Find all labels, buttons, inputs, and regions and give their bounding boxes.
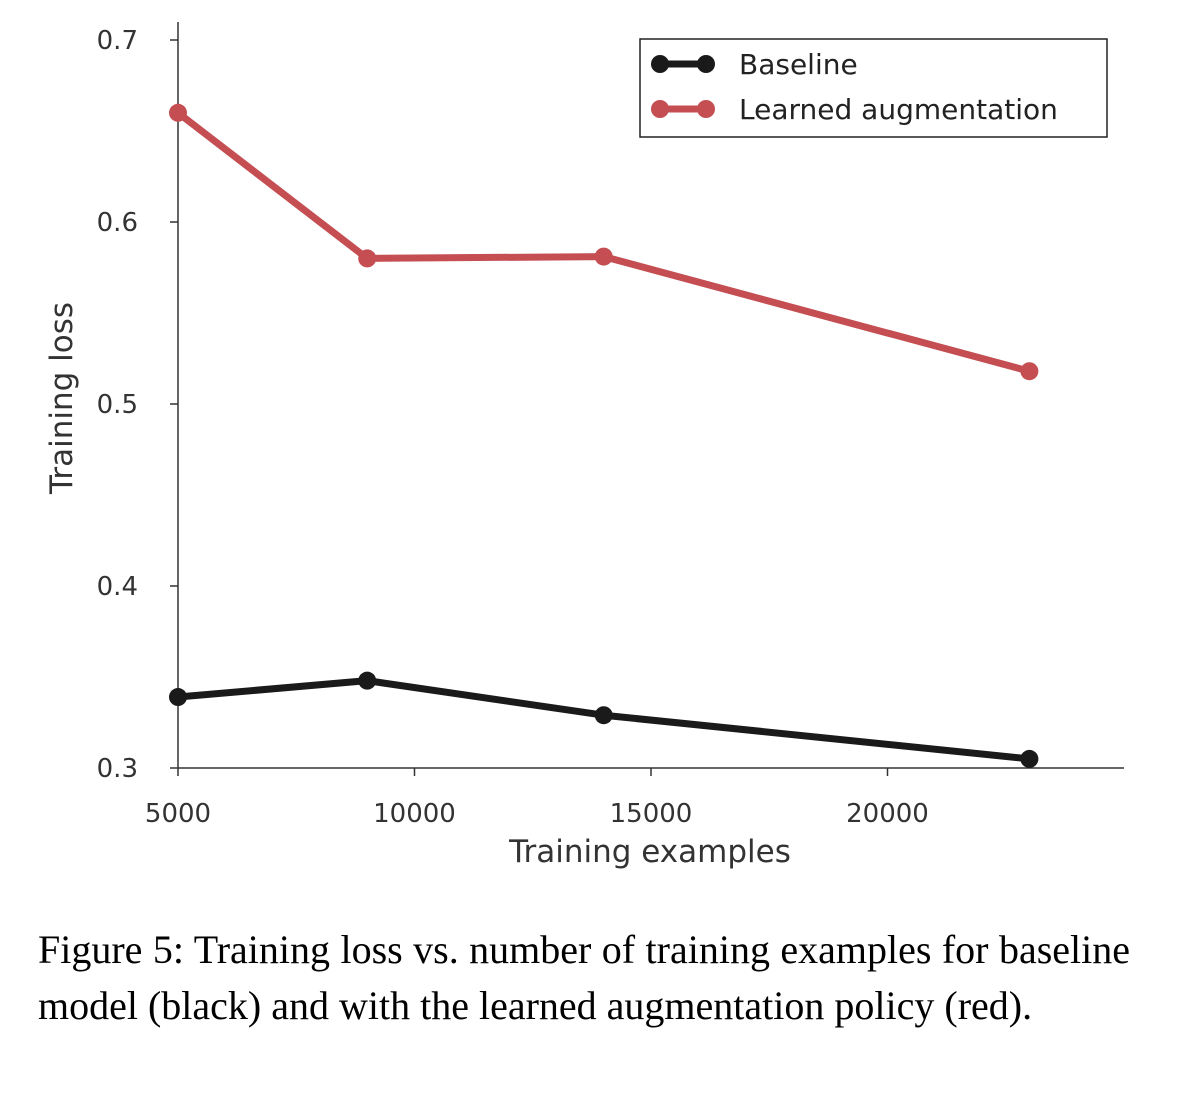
- legend-marker-learned-augmentation: [651, 100, 669, 118]
- legend-entries: Baseline Learned augmentation: [651, 48, 1058, 126]
- y-tick-label: 0.3: [97, 754, 138, 784]
- y-tick-label: 0.4: [97, 572, 138, 602]
- legend-marker-learned-augmentation: [697, 100, 715, 118]
- x-tick-label: 10000: [373, 799, 456, 829]
- x-axis-title: Training examples: [508, 834, 791, 870]
- legend-marker-baseline: [651, 55, 669, 73]
- data-point-learned-augmentation: [594, 247, 613, 266]
- x-tick-label: 20000: [846, 799, 929, 829]
- data-point-learned-augmentation: [1020, 362, 1039, 381]
- x-tick-label: 15000: [610, 799, 693, 829]
- y-axis-title: Training loss: [44, 302, 80, 495]
- data-point-learned-augmentation: [169, 103, 187, 122]
- legend-marker-baseline: [697, 55, 715, 73]
- legend: Baseline Learned augmentation: [639, 38, 1108, 138]
- y-axis-ticks: 0.3 0.4 0.5 0.6 0.7: [97, 26, 178, 784]
- line-chart: 0.3 0.4 0.5 0.6 0.7 5000 10000 15000 20000 Trai…: [44, 22, 1124, 870]
- legend-label-learned-augmentation: Learned augmentation: [739, 93, 1058, 126]
- data-point-learned-augmentation: [358, 249, 377, 268]
- series-layer: [169, 103, 1039, 768]
- data-point-baseline: [169, 688, 187, 707]
- data-point-baseline: [358, 671, 377, 690]
- series-line-baseline: [174, 677, 1033, 763]
- x-axis-ticks: 5000 10000 15000 20000: [145, 768, 929, 829]
- data-point-baseline: [1020, 749, 1039, 768]
- y-tick-label: 0.5: [97, 390, 138, 420]
- y-tick-label: 0.6: [97, 208, 138, 238]
- x-tick-label: 5000: [145, 799, 211, 829]
- series-line-learned-augmentation: [174, 109, 1033, 375]
- legend-label-baseline: Baseline: [739, 48, 858, 81]
- data-point-baseline: [594, 706, 613, 725]
- figure-caption: Figure 5: Training loss vs. number of tr…: [38, 927, 1130, 1028]
- y-tick-label: 0.7: [97, 26, 138, 56]
- legend-box: [639, 38, 1108, 138]
